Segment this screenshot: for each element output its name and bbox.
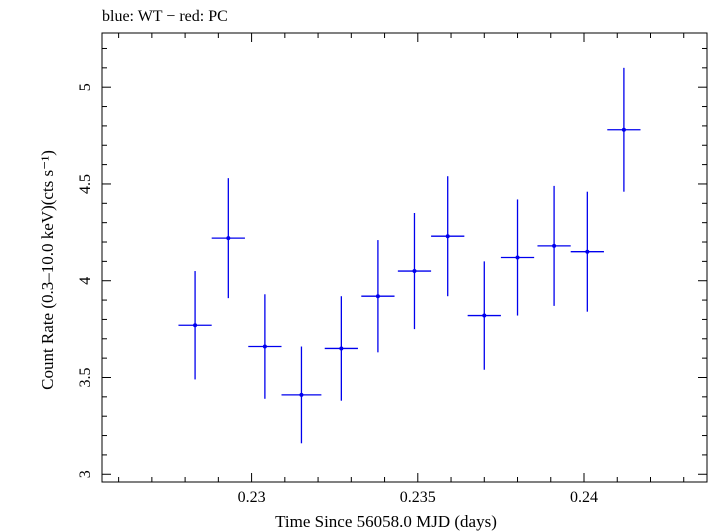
plot-frame	[101, 32, 708, 483]
data-point	[607, 67, 641, 192]
y-tick-label: 4.5	[77, 174, 94, 194]
data-marker	[621, 127, 626, 132]
data-point	[178, 271, 212, 380]
data-marker	[412, 269, 417, 274]
chart-title: blue: WT − red: PC	[102, 8, 228, 25]
x-tick-label: 0.235	[400, 489, 436, 506]
axis-ticks	[102, 33, 707, 482]
y-tick-label: 3	[77, 470, 94, 478]
y-tick-label: 5	[77, 83, 94, 91]
y-tick-label: 4	[77, 277, 94, 285]
data-point	[361, 240, 395, 353]
x-tick-labels: 0.23 0.235 0.24	[238, 489, 598, 506]
data-marker	[339, 346, 344, 351]
data-point	[248, 294, 282, 399]
data-point	[281, 346, 322, 444]
data-point	[500, 199, 535, 316]
data-marker	[445, 234, 450, 239]
data-point	[397, 212, 432, 330]
x-axis-label: Time Since 56058.0 MJD (days)	[275, 512, 497, 531]
data-marker	[585, 249, 590, 254]
data-marker	[226, 236, 231, 241]
data-marker	[262, 344, 267, 349]
data-point	[467, 261, 501, 370]
y-axis-label: Count Rate (0.3–10.0 keV)(cts s⁻¹)	[38, 150, 57, 390]
data-point	[570, 191, 604, 312]
data-marker	[193, 323, 198, 328]
data-point	[211, 178, 245, 299]
y-tick-labels: 3 3.5 4 4.5 5	[77, 83, 94, 478]
data-marker	[552, 243, 557, 248]
data-points	[178, 67, 641, 444]
x-tick-label: 0.24	[570, 489, 598, 506]
data-point	[431, 176, 465, 297]
y-tick-label: 3.5	[77, 367, 94, 387]
data-marker	[515, 255, 520, 260]
data-point	[324, 296, 358, 401]
data-marker	[375, 294, 380, 299]
data-point	[537, 185, 571, 306]
data-marker	[482, 313, 487, 318]
x-tick-label: 0.23	[238, 489, 266, 506]
data-marker	[299, 392, 304, 397]
